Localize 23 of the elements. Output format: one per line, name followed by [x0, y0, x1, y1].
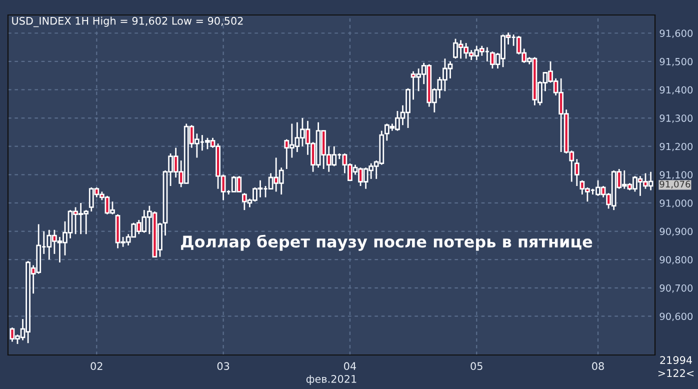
y-tick-label: 91,400 — [660, 86, 693, 95]
text: 21994 — [660, 356, 692, 364]
y-tick-label: 91,500 — [660, 58, 693, 66]
x-tick-label: 05 — [470, 362, 482, 370]
annotation: Доллар берет паузу после потерь в пятнице — [181, 234, 592, 251]
text: >122< — [658, 369, 694, 377]
y-tick-label: 91,600 — [660, 30, 693, 38]
y-tick-label: 90,700 — [660, 284, 693, 293]
y-tick-label: 91,100 — [660, 171, 693, 180]
y-tick-label: 91,200 — [660, 142, 693, 152]
x-tick-label: 02 — [90, 362, 102, 370]
x-tick-label: 08 — [592, 362, 604, 370]
x-tick-label: 03 — [217, 362, 230, 370]
chart-title: USD_INDEX 1H High = 91,602 Low = 90,502 — [12, 16, 243, 28]
x-tick-label: 04 — [344, 362, 356, 370]
y-tick-label: 91,300 — [660, 114, 693, 123]
y-tick-label: 90,900 — [660, 228, 693, 236]
y-tick-label: 90,800 — [660, 256, 693, 264]
candlestick — [574, 158, 580, 187]
x-axis-title: фев.2021 — [306, 374, 356, 385]
y-tick-label: 91,000 — [660, 199, 693, 208]
y-tick-label: 90,600 — [660, 312, 693, 322]
text: 91,076 — [660, 180, 690, 188]
